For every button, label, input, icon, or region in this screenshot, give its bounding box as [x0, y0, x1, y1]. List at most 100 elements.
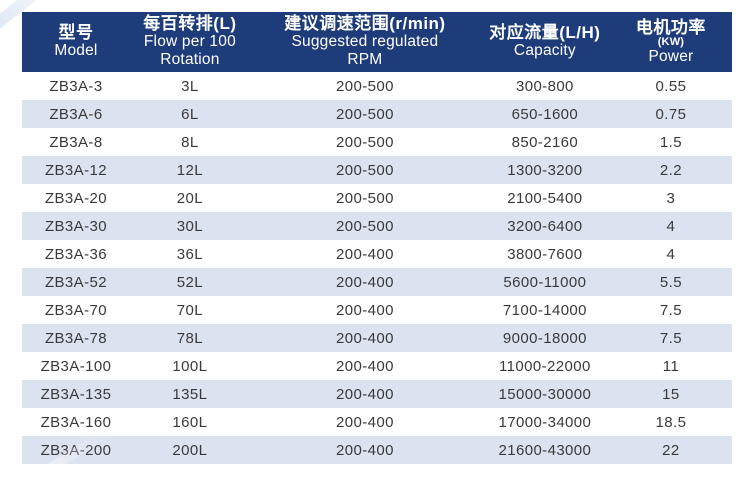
- table-cell: 7100-14000: [502, 301, 587, 319]
- column-header-line: 每百转排(L): [143, 14, 237, 33]
- column-header: 型号 Model: [22, 12, 130, 72]
- table-cell: 5600-11000: [503, 273, 587, 291]
- table-row: ZB3A-8 8L 200-500 850-2160 1.5: [22, 128, 732, 156]
- table-cell: ZB3A-6: [49, 105, 103, 123]
- column-header-line: Capacity: [513, 42, 576, 59]
- table-cell: ZB3A-20: [44, 189, 107, 207]
- table-cell: 850-2160: [511, 133, 579, 151]
- table-cell: 70L: [176, 301, 204, 319]
- table-row: ZB3A-30 30L 200-500 3200-6400 4: [22, 212, 732, 240]
- table-cell: 11000-22000: [499, 357, 591, 375]
- column-header-line: Power: [648, 47, 694, 65]
- header-row: 型号 Model 每百转排(L) Flow per 100 Rotation 建议调速范围…: [22, 12, 732, 72]
- table-cell: 200-400: [335, 301, 394, 319]
- table-cell: ZB3A-70: [44, 301, 107, 319]
- table-cell: 200-400: [335, 273, 394, 291]
- table-cell: 0.55: [655, 77, 687, 95]
- table-row: ZB3A-3 3L 200-500 300-800 0.55: [22, 72, 732, 100]
- table-cell: ZB3A-135: [40, 385, 112, 403]
- table-body: ZB3A-3 3L 200-500 300-800 0.55 ZB3A-6 6L 200-50…: [22, 72, 732, 464]
- table-cell: 3200-6400: [507, 217, 583, 235]
- table-cell: 200-500: [335, 189, 394, 207]
- table-cell: 7.5: [659, 329, 682, 347]
- table-row: ZB3A-135 135L 200-400 15000-30000 15: [22, 380, 732, 408]
- table-cell: 200-500: [335, 105, 394, 123]
- table-cell: 9000-18000: [502, 329, 587, 347]
- table-cell: ZB3A-3: [49, 77, 103, 95]
- table-head: 型号 Model 每百转排(L) Flow per 100 Rotation 建议调速范围…: [22, 12, 732, 72]
- table-cell: 200-500: [335, 217, 394, 235]
- spec-table-page: 型号 Model 每百转排(L) Flow per 100 Rotation 建议调速范围…: [0, 0, 732, 504]
- table-row: ZB3A-12 12L 200-500 1300-3200 2.2: [22, 156, 732, 184]
- table-cell: 4: [666, 245, 676, 263]
- table-cell: ZB3A-8: [49, 133, 103, 151]
- column-header-line: Suggested regulated: [291, 33, 439, 50]
- table-cell: 6L: [181, 105, 199, 123]
- table-cell: 2.2: [659, 161, 682, 179]
- table-cell: 15000-30000: [498, 385, 592, 403]
- column-header-line: (KW): [657, 35, 685, 48]
- table-cell: 18.5: [655, 413, 687, 431]
- table-cell: 200-400: [335, 357, 394, 375]
- column-header-line: 建议调速范围(r/min): [284, 14, 446, 33]
- table-cell: 15: [662, 385, 680, 403]
- table-cell: 52L: [176, 273, 204, 291]
- table-row: ZB3A-52 52L 200-400 5600-11000 5.5: [22, 268, 732, 296]
- column-header: 对应流量(L/H) Capacity: [479, 12, 610, 72]
- table-cell: ZB3A-78: [44, 329, 107, 347]
- table-cell: 21600-43000: [498, 441, 592, 459]
- table-cell: 12L: [176, 161, 204, 179]
- table-row: ZB3A-160 160L 200-400 17000-34000 18.5: [22, 408, 732, 436]
- table-row: ZB3A-70 70L 200-400 7100-14000 7.5: [22, 296, 732, 324]
- table-cell: 3: [666, 189, 676, 207]
- column-header-line: RPM: [347, 51, 383, 68]
- table-row: ZB3A-20 20L 200-500 2100-5400 3: [22, 184, 732, 212]
- table-cell: 22: [662, 441, 680, 459]
- table-cell: 200-400: [335, 385, 394, 403]
- table-row: ZB3A-78 78L 200-400 9000-18000 7.5: [22, 324, 732, 352]
- table-cell: ZB3A-100: [40, 357, 112, 375]
- table-cell: ZB3A-52: [44, 273, 107, 291]
- table-cell: 3800-7600: [507, 245, 583, 263]
- column-header-line: Model: [54, 42, 98, 59]
- table-cell: 4: [666, 217, 676, 235]
- table-cell: 8L: [181, 133, 199, 151]
- table-cell: ZB3A-200: [40, 441, 112, 459]
- column-header-line: 型号: [58, 23, 94, 42]
- column-header-line: Rotation: [160, 51, 220, 68]
- table-cell: 200-400: [335, 245, 394, 263]
- table-cell: ZB3A-30: [44, 217, 107, 235]
- table-cell: 1300-3200: [507, 161, 583, 179]
- table-row: ZB3A-36 36L 200-400 3800-7600 4: [22, 240, 732, 268]
- table-cell: 3L: [181, 77, 199, 95]
- table-cell: 17000-34000: [498, 413, 592, 431]
- table-cell: 200-500: [335, 133, 394, 151]
- table-cell: 1.5: [659, 133, 682, 151]
- table-cell: ZB3A-12: [44, 161, 107, 179]
- table-cell: 11: [662, 357, 680, 375]
- table-cell: 160L: [172, 413, 208, 431]
- table-cell: 0.75: [655, 105, 687, 123]
- table-cell: 200-400: [335, 441, 394, 459]
- table-cell: 100L: [172, 357, 208, 375]
- table-row: ZB3A-100 100L 200-400 11000-22000 11: [22, 352, 732, 380]
- column-header: 每百转排(L) Flow per 100 Rotation: [129, 12, 250, 72]
- column-header-line: Flow per 100: [143, 33, 236, 50]
- table-cell: 200-400: [335, 413, 394, 431]
- table-cell: 200-400: [335, 329, 394, 347]
- column-header-line: 对应流量(L/H): [489, 23, 601, 42]
- table-cell: 20L: [176, 189, 204, 207]
- table-cell: 2100-5400: [507, 189, 583, 207]
- table-row: ZB3A-200 200L 200-400 21600-43000 22: [22, 436, 732, 464]
- column-header: 建议调速范围(r/min) Suggested regulated RPM: [249, 12, 480, 72]
- table-cell: 78L: [176, 329, 204, 347]
- table-cell: 200-500: [335, 161, 394, 179]
- table-cell: ZB3A-36: [44, 245, 107, 263]
- table-row: ZB3A-6 6L 200-500 650-1600 0.75: [22, 100, 732, 128]
- pump-spec-table: 型号 Model 每百转排(L) Flow per 100 Rotation 建议调速范围…: [22, 12, 732, 464]
- table-cell: ZB3A-160: [40, 413, 112, 431]
- table-cell: 650-1600: [511, 105, 579, 123]
- table-cell: 200L: [172, 441, 208, 459]
- table-cell: 300-800: [515, 77, 574, 95]
- column-header-line: 电机功率: [635, 17, 706, 37]
